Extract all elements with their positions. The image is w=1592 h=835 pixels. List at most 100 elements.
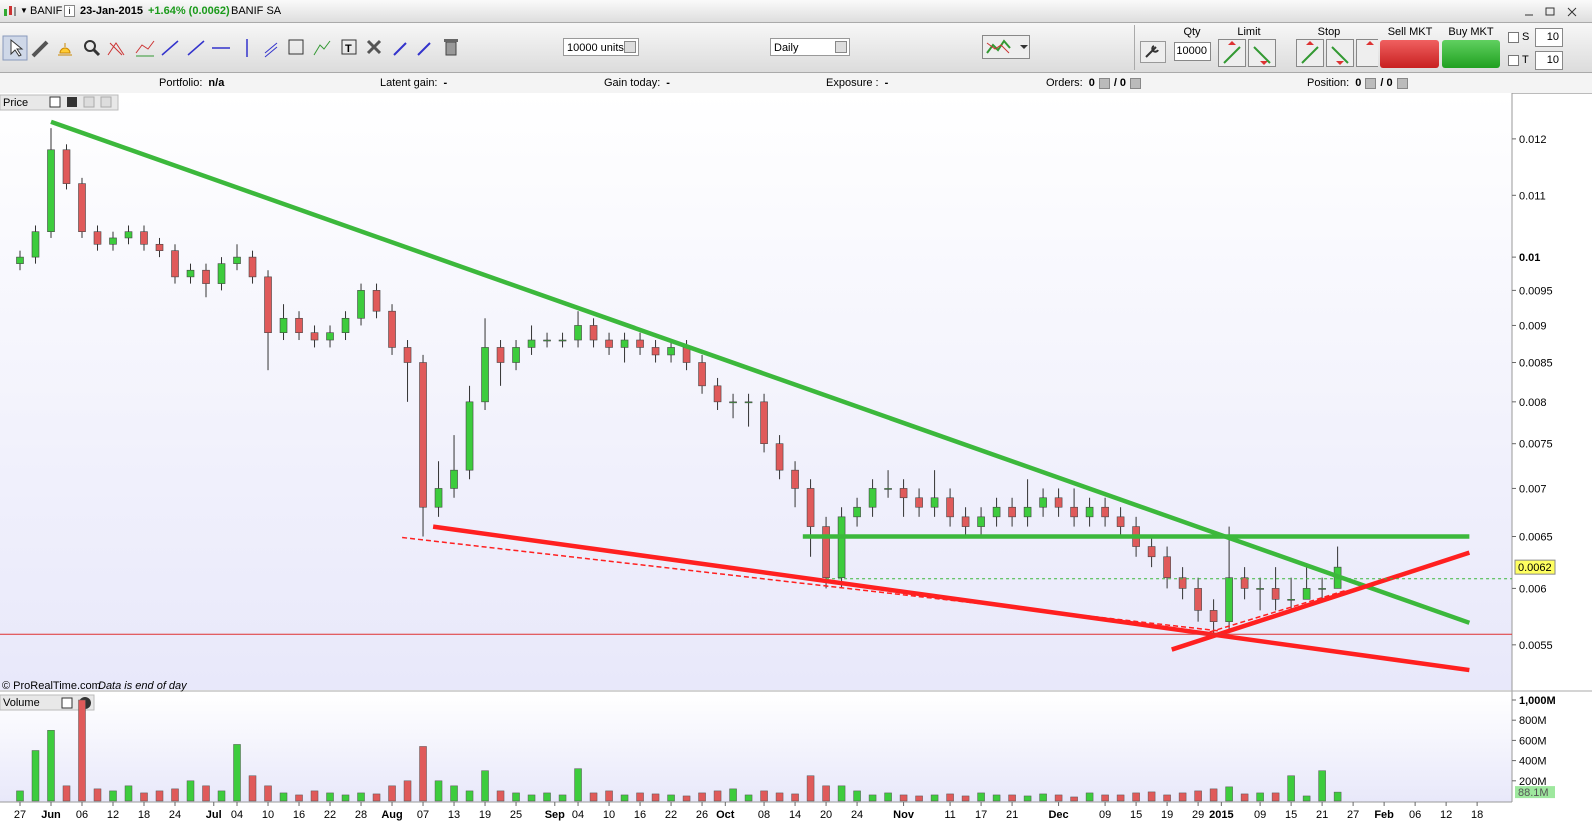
- x-tick-label: 09: [1254, 809, 1266, 821]
- x-tick-label: 18: [138, 809, 150, 821]
- volume-value-label: 88.1M: [1518, 787, 1549, 799]
- y-tick-label: 0.012: [1519, 134, 1547, 146]
- info-value: -: [666, 77, 670, 89]
- info-label: Exposure :: [826, 77, 879, 89]
- x-tick-label: 12: [107, 809, 119, 821]
- volume-bar: [1302, 795, 1311, 802]
- volume-bar: [1178, 792, 1187, 802]
- x-tick-label: Nov: [893, 809, 915, 821]
- info-item: Position: 0 / 0: [1307, 77, 1412, 89]
- volume-bar: [837, 785, 846, 802]
- volume-bar: [574, 768, 582, 802]
- footer-note: Data is end of day: [98, 680, 188, 692]
- y-tick-label: 0.0085: [1519, 358, 1553, 370]
- info-bar: Portfolio: n/a Latent gain: - Gain today: - Ex…: [0, 73, 1592, 94]
- y-tick-label: 400M: [1519, 756, 1547, 768]
- volume-bar: [868, 794, 877, 802]
- volume-bar: [62, 785, 71, 802]
- info-item: Gain today: -: [604, 77, 674, 89]
- candle-body: [140, 231, 148, 245]
- t-input[interactable]: 10: [1535, 51, 1563, 70]
- trendline: [50, 119, 1471, 625]
- qty-input[interactable]: 10000: [1174, 42, 1211, 61]
- volume-bar: [667, 794, 675, 802]
- order-type-buttons[interactable]: [1218, 39, 1378, 69]
- x-tick-label: 28: [355, 809, 367, 821]
- dropdown-arrow[interactable]: ▼: [20, 6, 28, 15]
- candle-body: [171, 250, 179, 278]
- volume-label-box: [1515, 786, 1555, 799]
- volume-bar: [930, 794, 939, 802]
- volume-bar: [713, 790, 722, 802]
- y-tick-label: 0.0095: [1519, 285, 1553, 297]
- volume-bar: [1240, 793, 1249, 802]
- window-controls[interactable]: [1520, 5, 1590, 19]
- volume-bar: [202, 785, 210, 802]
- y-tick-label: 0.01: [1519, 252, 1540, 264]
- x-tick-label: Feb: [1374, 809, 1394, 821]
- info-icon[interactable]: i: [64, 5, 75, 17]
- volume-bar: [1008, 794, 1016, 802]
- volume-bar: [279, 792, 288, 802]
- period-dropdown[interactable]: Daily: [770, 38, 850, 56]
- volume-bar: [1147, 791, 1156, 802]
- t-checkbox[interactable]: [1508, 55, 1519, 66]
- volume-bar: [791, 793, 799, 802]
- x-tick-label: 04: [231, 809, 243, 821]
- info-icon[interactable]: [1365, 77, 1377, 89]
- candle-body: [853, 506, 861, 518]
- s-checkbox[interactable]: [1508, 32, 1519, 43]
- volume-bar: [1132, 792, 1140, 802]
- settings-button[interactable]: [1140, 41, 1166, 63]
- volume-bar: [16, 790, 24, 802]
- date: 23-Jan-2015: [80, 5, 143, 17]
- y-tick-label: 0.0065: [1519, 531, 1553, 543]
- sell-market-button[interactable]: [1380, 40, 1439, 68]
- x-tick-label: 24: [169, 809, 181, 821]
- panel-buttons[interactable]: [49, 96, 112, 108]
- candle-body: [527, 339, 536, 348]
- y-tick-label: 0.0075: [1519, 439, 1553, 451]
- volume-bar: [124, 785, 133, 802]
- candle-body: [775, 443, 784, 471]
- candle-body: [558, 339, 567, 342]
- candle-body: [636, 339, 644, 348]
- symbol: BANIF: [30, 5, 63, 17]
- volume-bar: [47, 730, 55, 802]
- volume-bar: [1101, 794, 1109, 802]
- volume-bar: [915, 795, 923, 802]
- x-tick-label: 21: [1316, 809, 1328, 821]
- info-item: Portfolio: n/a: [159, 77, 228, 89]
- x-tick-label: 20: [820, 809, 832, 821]
- candle-body: [977, 516, 985, 527]
- volume-bar: [233, 744, 241, 802]
- chart-style-button[interactable]: [982, 35, 1030, 59]
- volume-bar: [403, 780, 412, 802]
- candle-body: [1163, 556, 1171, 578]
- volume-bar: [388, 785, 396, 802]
- candle-body: [1023, 506, 1032, 518]
- info-value: -: [443, 77, 448, 89]
- volume-bar: [744, 794, 753, 802]
- buy-market-button[interactable]: [1442, 40, 1500, 68]
- s-input[interactable]: 10: [1535, 28, 1563, 47]
- units-dropdown[interactable]: 10000 units: [563, 38, 639, 56]
- order-panel: [1134, 25, 1592, 70]
- info-icon[interactable]: [1098, 77, 1110, 89]
- x-tick-label: 18: [1471, 809, 1483, 821]
- qty-label: Qty: [1183, 26, 1201, 38]
- candle-body: [16, 256, 24, 264]
- info-icon[interactable]: [1130, 77, 1142, 89]
- change: +1.64% (0.0062): [148, 5, 230, 17]
- candle-body: [155, 243, 164, 251]
- info-value: 0: [1355, 77, 1362, 89]
- volume-bar: [729, 788, 737, 802]
- info-icon[interactable]: [1396, 77, 1408, 89]
- chart-icon[interactable]: [3, 4, 17, 18]
- candle-body: [1240, 577, 1249, 589]
- candle-body: [434, 488, 443, 508]
- y-tick-label: 0.0055: [1519, 640, 1553, 652]
- drawing-tools[interactable]: T: [0, 23, 470, 72]
- x-tick-label: 19: [479, 809, 491, 821]
- candle-body: [341, 317, 350, 333]
